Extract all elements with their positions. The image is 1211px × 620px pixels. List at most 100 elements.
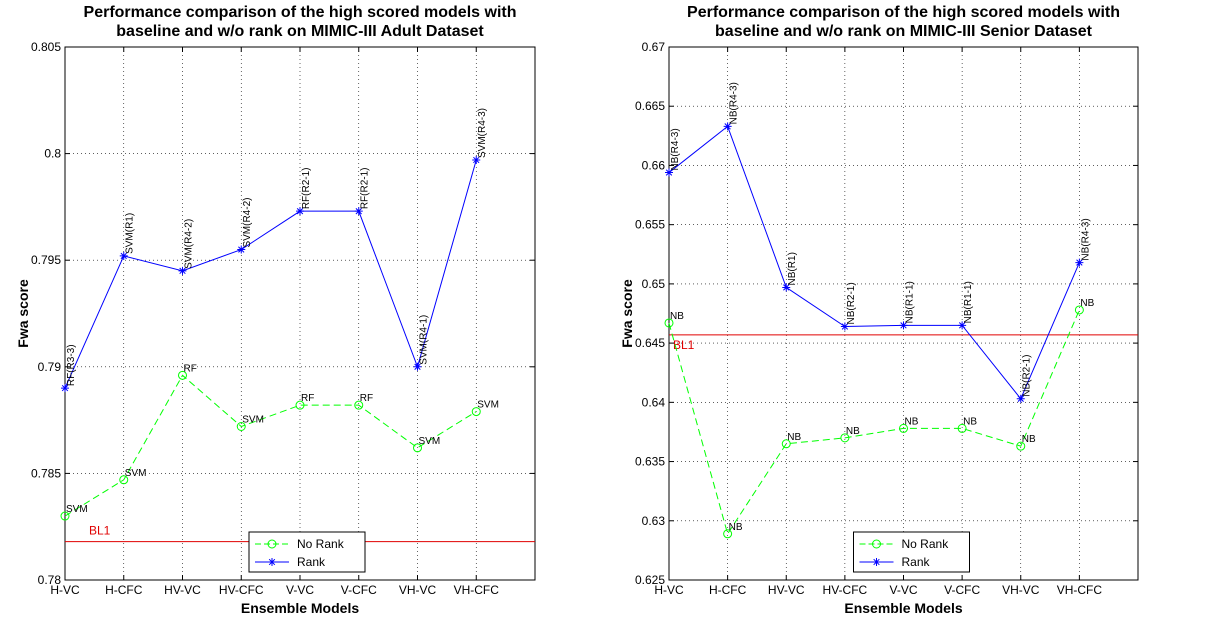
- legend: No Rank Rank: [248, 531, 366, 573]
- chart-title-line: Performance comparison of the high score…: [84, 4, 517, 21]
- x-tick-label: HV-CFC: [823, 583, 868, 597]
- data-point: [1075, 258, 1084, 267]
- series-line: [64, 159, 477, 389]
- chart-title-line: baseline and w/o rank on MIMIC-III Senio…: [715, 23, 1093, 40]
- data-point: [472, 155, 481, 164]
- data-label: NB(R2-1): [846, 282, 857, 324]
- legend-entry: No Rank: [255, 537, 345, 551]
- y-tick-label: 0.805: [31, 40, 61, 54]
- data-label: RF(R2-1): [301, 167, 312, 209]
- data-label: SVM: [242, 414, 264, 425]
- data-point: [119, 475, 129, 485]
- y-tick-label: 0.79: [38, 360, 62, 374]
- data-point: [723, 529, 733, 539]
- data-label: NB(R1-1): [905, 281, 916, 323]
- x-tick-label: VH-CFC: [454, 583, 500, 597]
- series-rank: RF(R3-3) SVM(R1) SVM(R4-2) SVM(R4-2) RF(R2-1…: [61, 108, 488, 393]
- data-point: [840, 433, 850, 443]
- data-label: SVM(R4-2): [184, 219, 195, 269]
- legend-box: [853, 531, 970, 573]
- x-axis-label: Ensemble Models: [844, 600, 962, 616]
- legend-entry: Rank: [859, 555, 931, 569]
- data-point: [236, 421, 246, 431]
- data-point: [237, 245, 246, 254]
- series-no-rank: SVM SVM RF SVM RF RF SVM SVM: [60, 363, 499, 521]
- legend-swatch-marker: [872, 558, 881, 566]
- data-label: NB(R4-3): [1080, 218, 1091, 260]
- y-tick-label: 0.67: [642, 40, 666, 54]
- data-point: [899, 423, 908, 433]
- x-tick-label: VH-CFC: [1057, 583, 1103, 597]
- series-line: [668, 309, 1080, 536]
- x-tick-label: H-CFC: [709, 583, 747, 597]
- legend-label: No Rank: [297, 537, 345, 551]
- x-tick-label: HV-CFC: [219, 583, 264, 597]
- y-tick-label: 0.625: [635, 573, 665, 587]
- y-tick-label: 0.655: [635, 218, 665, 232]
- legend-box: [248, 531, 366, 573]
- x-tick-label: HV-VC: [164, 583, 201, 597]
- data-point: [781, 439, 791, 449]
- data-point: [471, 407, 481, 417]
- y-tick-label: 0.8: [44, 147, 61, 161]
- data-point: [664, 318, 674, 328]
- x-tick-label: V-VC: [286, 583, 314, 597]
- data-point: [295, 400, 305, 410]
- data-point: [119, 251, 128, 260]
- data-label: SVM(R4-2): [242, 198, 253, 248]
- y-ticks: 0.78 0.785 0.79 0.795 0.8 0.805: [31, 40, 535, 587]
- data-point: [178, 370, 187, 380]
- chart-senior: Performance comparison of the high score…: [605, 0, 1210, 620]
- y-tick-label: 0.63: [642, 514, 666, 528]
- series-rank: NB(R4-3) NB(R4-3) NB(R1) NB(R2-1) NB(R1-1) NB…: [665, 82, 1091, 403]
- x-ticks: H-VC H-CFC HV-VC HV-CFC V-VC V-CFC VH-VC VH-CFC: [50, 47, 499, 597]
- chart-adult-svg: Performance comparison of the high score…: [15, 4, 536, 616]
- y-tick-label: 0.645: [635, 336, 665, 350]
- x-axis-label: Ensemble Models: [241, 600, 359, 616]
- data-label: NB(R4-3): [729, 82, 740, 124]
- data-label: NB(R1-1): [963, 281, 974, 323]
- y-tick-label: 0.78: [38, 573, 62, 587]
- chart-adult: Performance comparison of the high score…: [0, 0, 605, 620]
- chart-title-line: Performance comparison of the high score…: [687, 4, 1120, 21]
- chart-senior-svg: Performance comparison of the high score…: [619, 4, 1139, 616]
- y-axis-label: Fwa score: [15, 279, 31, 348]
- y-tick-label: 0.665: [635, 99, 665, 113]
- y-tick-label: 0.66: [642, 158, 666, 172]
- x-tick-label: VH-VC: [399, 583, 437, 597]
- x-tick-label: H-VC: [654, 583, 684, 597]
- data-point: [1016, 441, 1026, 451]
- legend-entry: Rank: [255, 555, 326, 569]
- data-label: NB: [1080, 298, 1094, 309]
- data-point: [178, 266, 187, 275]
- data-point: [958, 321, 967, 330]
- y-ticks: 0.625 0.63 0.635 0.64 0.645 0.65 0.655 0.66 0.66…: [635, 40, 1138, 587]
- y-axis-label: Fwa score: [619, 279, 635, 348]
- data-label: SVM: [419, 436, 441, 447]
- data-label: NB: [846, 426, 860, 437]
- series-line: [64, 374, 477, 517]
- legend-label: Rank: [902, 555, 931, 569]
- data-label: RF: [301, 393, 314, 404]
- data-label: NB: [787, 432, 801, 443]
- legend-label: No Rank: [902, 537, 950, 551]
- data-point: [957, 423, 967, 433]
- data-point: [1016, 394, 1025, 403]
- x-tick-label: H-VC: [50, 583, 80, 597]
- data-label: RF(R3-3): [66, 344, 77, 386]
- data-label: SVM: [125, 468, 147, 479]
- x-tick-label: H-CFC: [105, 583, 143, 597]
- data-label: NB: [1022, 434, 1036, 445]
- y-tick-label: 0.635: [635, 455, 665, 469]
- data-label: NB: [670, 311, 684, 322]
- data-point: [840, 322, 849, 331]
- data-point: [1074, 305, 1084, 315]
- chart-title: Performance comparison of the high score…: [84, 4, 517, 40]
- baseline-label: BL1: [89, 524, 111, 538]
- data-point: [60, 511, 70, 521]
- x-tick-label: HV-VC: [768, 583, 805, 597]
- data-label: NB(R4-3): [670, 128, 681, 170]
- data-label: NB: [905, 416, 919, 427]
- data-label: RF: [184, 363, 197, 374]
- series-no-rank: NB NB NB NB NB NB NB NB: [664, 298, 1095, 539]
